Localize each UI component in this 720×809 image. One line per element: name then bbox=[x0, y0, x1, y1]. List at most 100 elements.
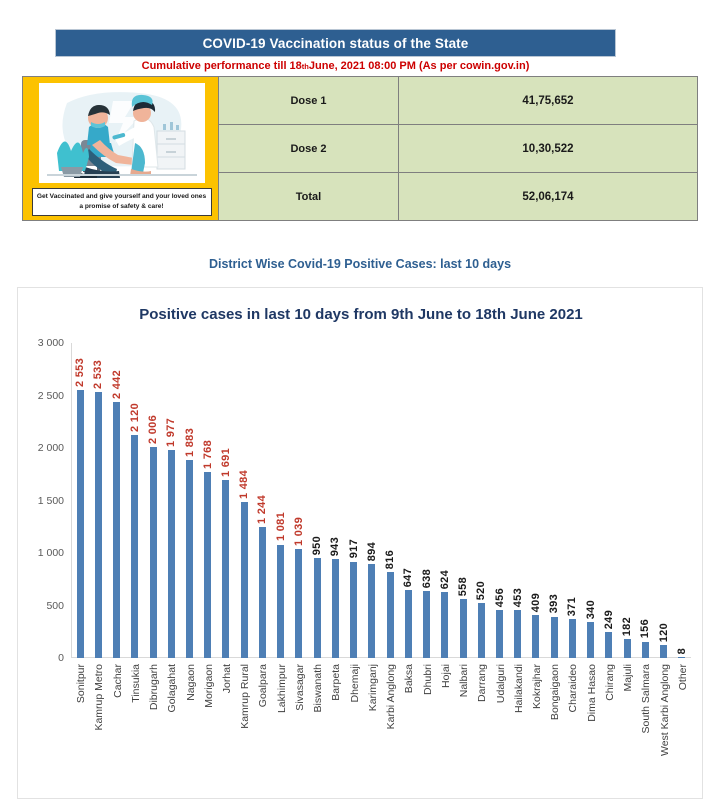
bar[interactable] bbox=[496, 610, 503, 658]
bar[interactable] bbox=[660, 645, 668, 658]
x-tick-label: Goalpara bbox=[257, 664, 270, 708]
bar[interactable] bbox=[568, 619, 576, 658]
x-tick-label: Bongaigaon bbox=[549, 664, 562, 721]
bar[interactable] bbox=[167, 450, 175, 658]
bar-value-label: 371 bbox=[566, 596, 579, 617]
bar[interactable] bbox=[587, 622, 595, 658]
bar[interactable] bbox=[295, 548, 303, 658]
y-tick-label: 0 bbox=[58, 652, 64, 664]
bar[interactable] bbox=[113, 401, 121, 658]
bar-slot[interactable]: 1 768 bbox=[199, 343, 217, 658]
bar-slot[interactable]: 2 442 bbox=[107, 343, 125, 658]
bar-slot[interactable]: 182 bbox=[618, 343, 636, 658]
bar-slot[interactable]: 894 bbox=[363, 343, 381, 658]
bar[interactable] bbox=[331, 559, 339, 658]
bar-value-label: 120 bbox=[657, 623, 670, 643]
bar-value-label: 182 bbox=[621, 616, 634, 636]
bar-slot[interactable]: 943 bbox=[326, 343, 344, 658]
dose1-value: 41,75,652 bbox=[399, 77, 697, 124]
x-tick-label: Jorhat bbox=[220, 664, 233, 694]
bar-slot[interactable]: 638 bbox=[417, 343, 435, 658]
bar-value-label: 950 bbox=[311, 535, 324, 556]
bar[interactable] bbox=[459, 599, 467, 658]
bar-value-label: 1 244 bbox=[256, 495, 269, 525]
bar-slot[interactable]: 2 553 bbox=[71, 343, 89, 658]
bar[interactable] bbox=[204, 472, 212, 658]
bar-slot[interactable]: 2 006 bbox=[144, 343, 162, 658]
bar-slot[interactable]: 1 484 bbox=[235, 343, 253, 658]
x-tick-label: Other bbox=[676, 664, 689, 691]
bar[interactable] bbox=[514, 610, 522, 658]
bar[interactable] bbox=[94, 392, 102, 658]
bar-slot[interactable]: 371 bbox=[563, 343, 581, 658]
bar-value-label: 456 bbox=[493, 587, 506, 608]
bar[interactable] bbox=[76, 389, 84, 658]
vaccination-table: Get Vaccinated and give yourself and you… bbox=[22, 76, 698, 221]
bar-value-label: 1 039 bbox=[292, 516, 305, 546]
bar-slot[interactable]: 1 039 bbox=[290, 343, 308, 658]
x-tick-label: Hojai bbox=[439, 664, 452, 688]
bar-slot[interactable]: 520 bbox=[472, 343, 490, 658]
bar[interactable] bbox=[131, 435, 139, 658]
bar-slot[interactable]: 917 bbox=[345, 343, 363, 658]
bar[interactable] bbox=[678, 657, 686, 658]
x-tick-label: Kamrup Rural bbox=[239, 664, 252, 729]
dose2-label: Dose 2 bbox=[219, 125, 399, 172]
bar-slot[interactable]: 950 bbox=[308, 343, 326, 658]
bar-value-label: 249 bbox=[602, 609, 615, 629]
bar-slot[interactable]: 453 bbox=[509, 343, 527, 658]
bar-slot[interactable]: 456 bbox=[490, 343, 508, 658]
bar[interactable] bbox=[186, 460, 194, 658]
bar[interactable] bbox=[277, 544, 285, 658]
bar-slot[interactable]: 8 bbox=[673, 343, 691, 658]
bar[interactable] bbox=[623, 638, 631, 658]
x-tick-label: Nalbari bbox=[458, 664, 471, 698]
bar[interactable] bbox=[222, 480, 230, 658]
bar-slot[interactable]: 156 bbox=[636, 343, 654, 658]
bar-slot[interactable]: 409 bbox=[527, 343, 545, 658]
bar-value-label: 558 bbox=[457, 577, 470, 597]
table-row: Total 52,06,174 bbox=[219, 173, 697, 220]
bar-slot[interactable]: 816 bbox=[381, 343, 399, 658]
bar[interactable] bbox=[368, 564, 376, 658]
x-tick-label: Kamrup Metro bbox=[93, 664, 106, 731]
x-tick-label: Biswanath bbox=[312, 664, 325, 713]
bar-slot[interactable]: 249 bbox=[600, 343, 618, 658]
bar-slot[interactable]: 558 bbox=[454, 343, 472, 658]
vaccination-promo-caption: Get Vaccinated and give yourself and you… bbox=[31, 188, 212, 216]
bar[interactable] bbox=[532, 615, 540, 658]
bar-slot[interactable]: 2 120 bbox=[126, 343, 144, 658]
bar-value-label: 8 bbox=[675, 647, 688, 655]
dose2-value: 10,30,522 bbox=[399, 125, 697, 172]
bar-value-label: 2 442 bbox=[110, 369, 123, 399]
bar-value-label: 409 bbox=[529, 592, 542, 613]
bar-slot[interactable]: 2 533 bbox=[89, 343, 107, 658]
bar-value-label: 2 533 bbox=[92, 360, 105, 390]
bar-slot[interactable]: 624 bbox=[436, 343, 454, 658]
covid-cases-bar-chart: Positive cases in last 10 days from 9th … bbox=[17, 287, 703, 799]
bar[interactable] bbox=[313, 558, 321, 658]
bar-slot[interactable]: 1 081 bbox=[272, 343, 290, 658]
bar[interactable] bbox=[350, 561, 358, 658]
bar-slot[interactable]: 1 883 bbox=[180, 343, 198, 658]
bar-slot[interactable]: 393 bbox=[545, 343, 563, 658]
bar[interactable] bbox=[477, 603, 485, 658]
bar[interactable] bbox=[605, 631, 613, 658]
bar-slot[interactable]: 1 244 bbox=[253, 343, 271, 658]
bar[interactable] bbox=[386, 572, 394, 658]
bar[interactable] bbox=[258, 527, 266, 658]
bar[interactable] bbox=[441, 592, 449, 658]
bar[interactable] bbox=[404, 590, 412, 658]
bar-slot[interactable]: 1 977 bbox=[162, 343, 180, 658]
bar[interactable] bbox=[641, 641, 649, 658]
bar[interactable] bbox=[149, 447, 157, 658]
bar[interactable] bbox=[550, 616, 558, 658]
bar-slot[interactable]: 647 bbox=[399, 343, 417, 658]
bar-slot[interactable]: 120 bbox=[655, 343, 673, 658]
bar[interactable] bbox=[240, 502, 248, 658]
bar[interactable] bbox=[423, 591, 431, 658]
x-tick-label: Karimganj bbox=[366, 664, 379, 712]
bar-slot[interactable]: 1 691 bbox=[217, 343, 235, 658]
bar-slot[interactable]: 340 bbox=[582, 343, 600, 658]
